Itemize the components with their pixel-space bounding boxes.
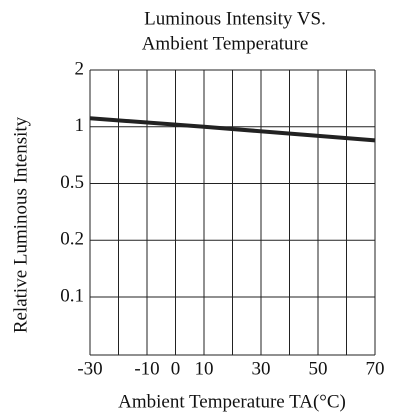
x-tick-label: -10: [134, 358, 159, 379]
y-axis-label: Relative Luminous Intensity: [10, 116, 31, 333]
x-tick-label: 10: [195, 358, 214, 379]
x-tick-label: 30: [252, 358, 271, 379]
chart-title: Luminous Intensity VS.: [144, 8, 326, 29]
data-line: [89, 116, 376, 143]
x-tick-label: 70: [366, 358, 385, 379]
x-tick-label: -30: [77, 358, 102, 379]
x-axis-label: Ambient Temperature TA(°C): [118, 391, 346, 412]
y-tick-label: 1: [75, 115, 85, 136]
x-tick-label: 50: [309, 358, 328, 379]
x-tick-label: 0: [171, 358, 181, 379]
y-tick-label: 0.5: [60, 172, 84, 193]
chart-title: Ambient Temperature: [142, 33, 309, 54]
y-tick-label: 2: [75, 58, 85, 79]
y-tick-label: 0.2: [60, 229, 84, 250]
y-tick-label: 0.1: [60, 285, 84, 306]
